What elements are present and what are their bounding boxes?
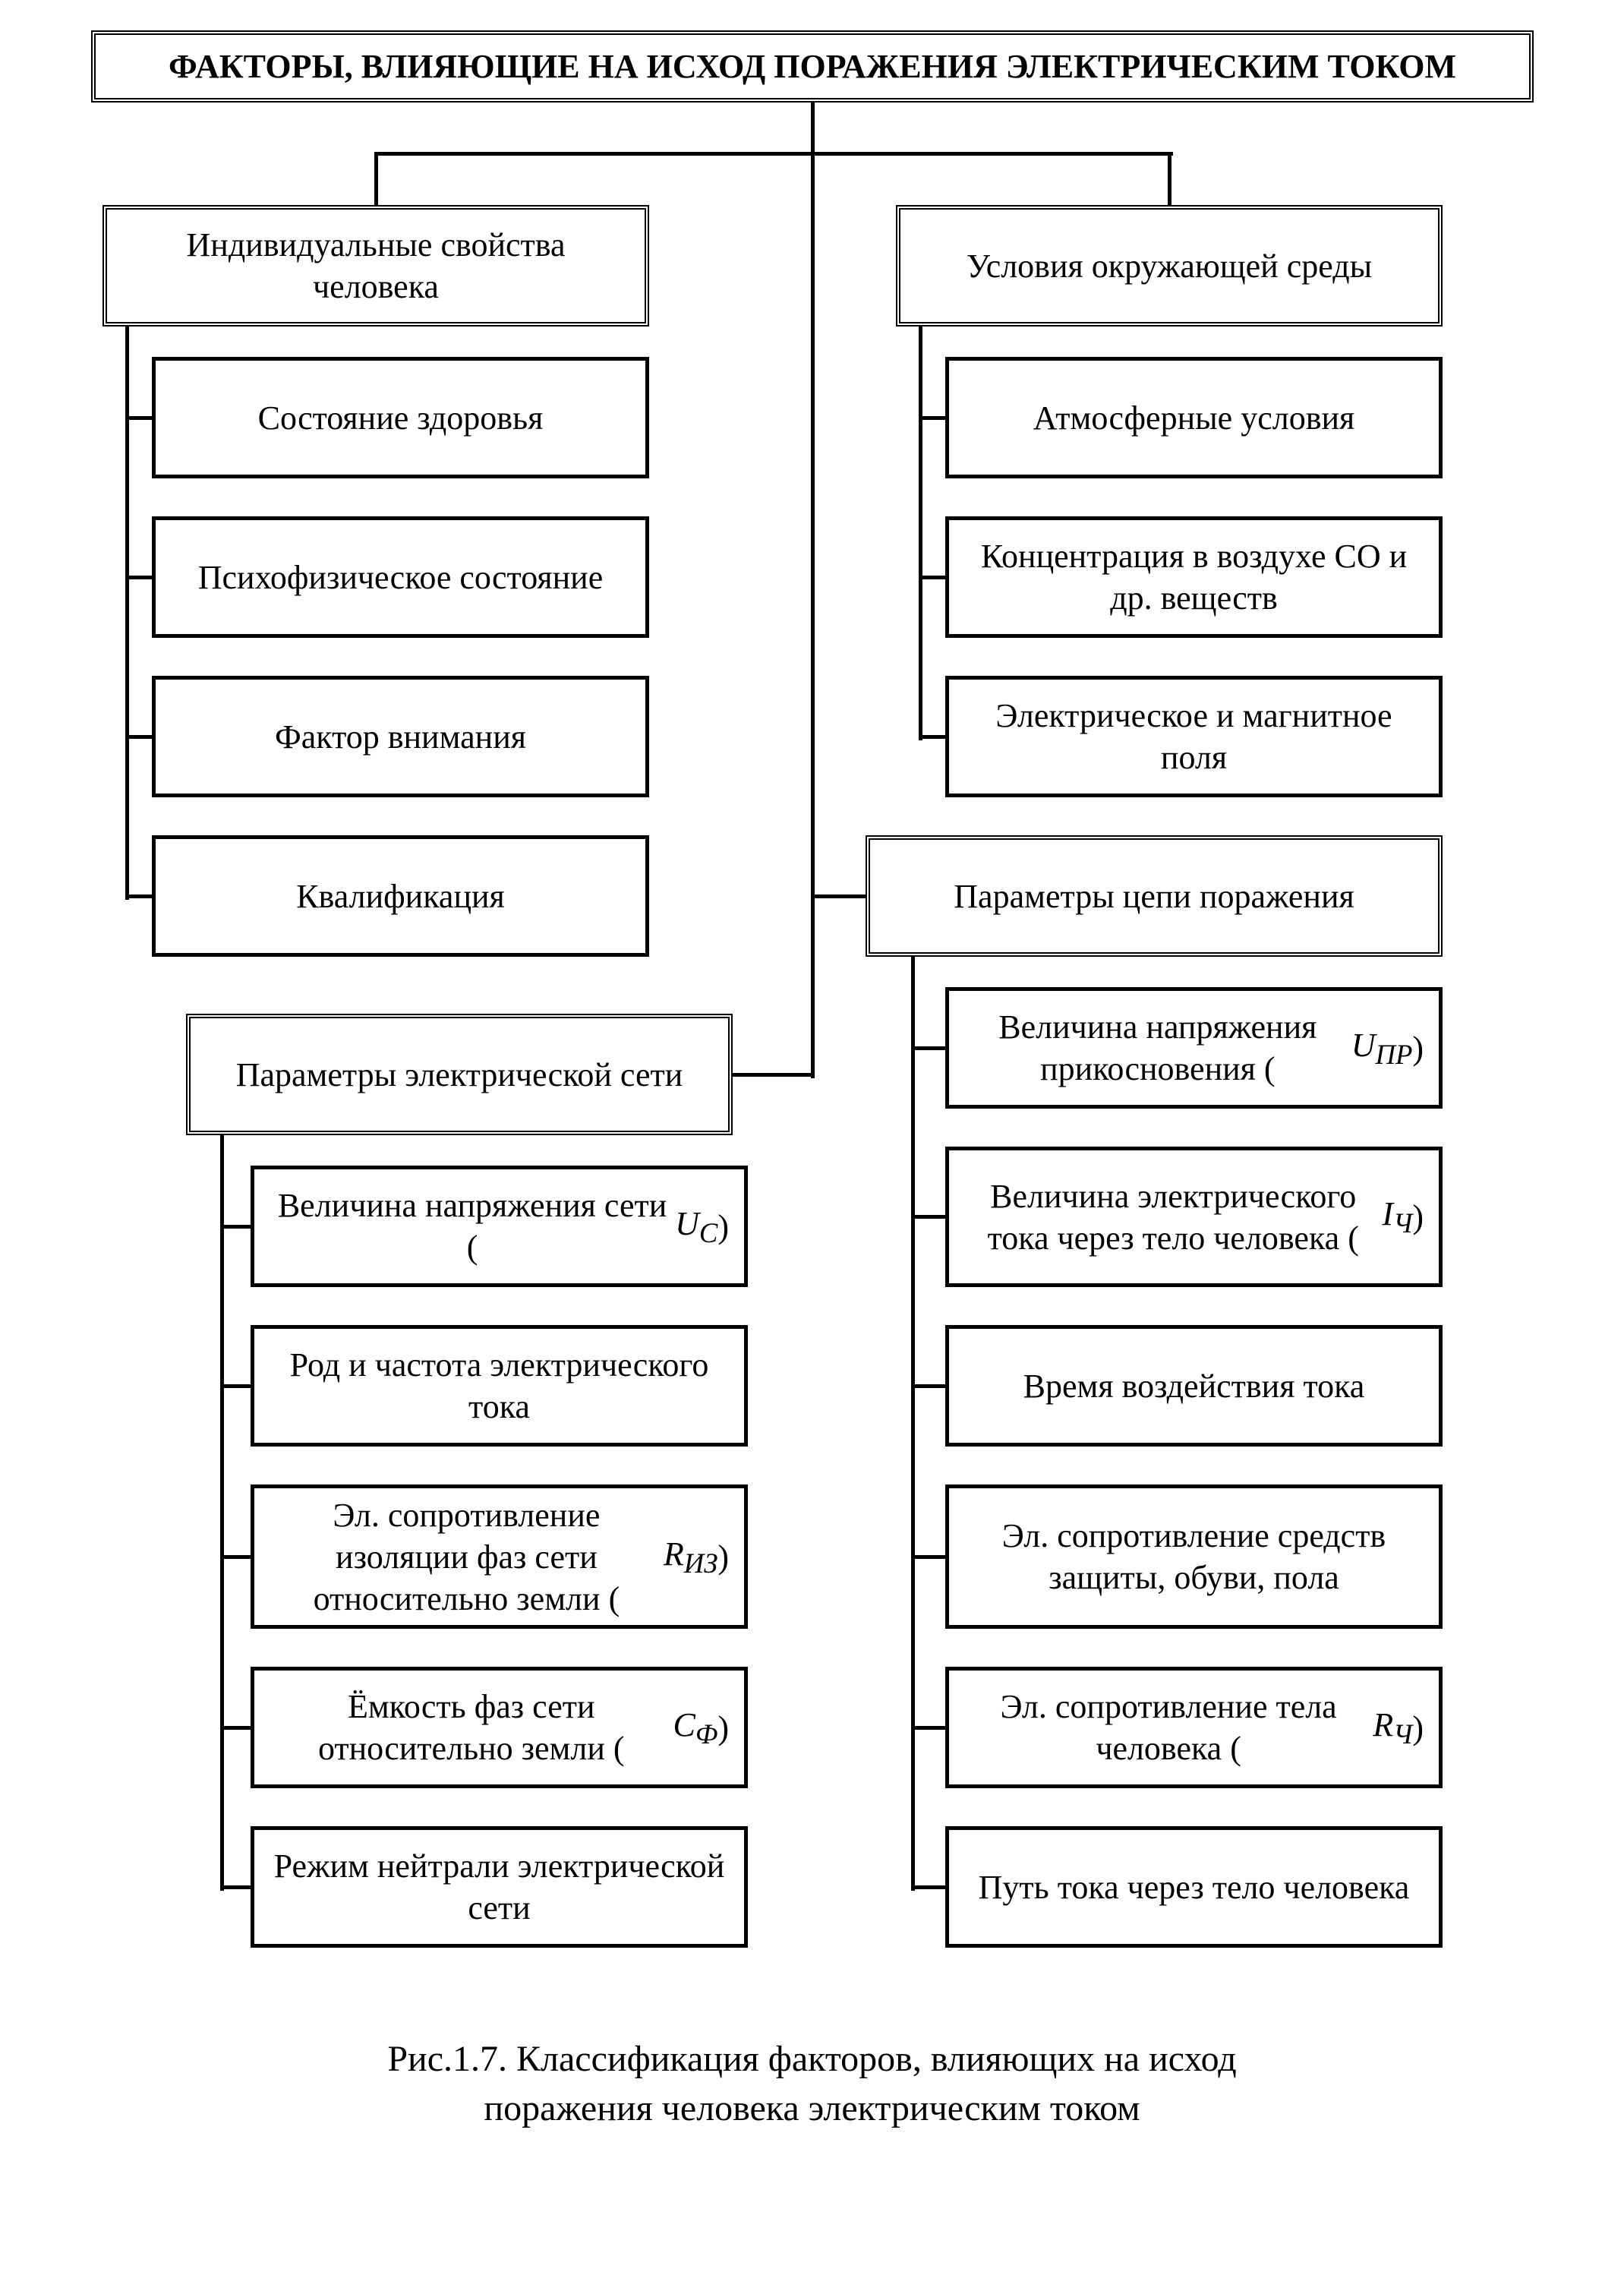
connector <box>911 1555 945 1559</box>
connector <box>811 894 866 898</box>
circuit-item-1: Величина электрического тока через тело … <box>945 1147 1443 1287</box>
individual-item-2: Фактор внимания <box>152 676 649 797</box>
connector <box>919 735 945 739</box>
title-box: ФАКТОРЫ, ВЛИЯЮЩИЕ НА ИСХОД ПОРАЖЕНИЯ ЭЛЕ… <box>91 30 1534 103</box>
connector <box>919 327 922 740</box>
network-item-1: Род и частота электрического тока <box>251 1325 748 1447</box>
circuit-item-0: Величина напряжения прикосновения (UПР) <box>945 987 1443 1109</box>
circuit-item-4: Эл. сопротивление тела человека (RЧ) <box>945 1667 1443 1788</box>
connector <box>125 416 152 420</box>
connector <box>125 735 152 739</box>
connector <box>911 1885 945 1889</box>
network-item-0: Величина напряжения сети (UC) <box>251 1166 748 1287</box>
individual-item-1: Психофизическое состояние <box>152 516 649 638</box>
individual-item-3: Квалификация <box>152 835 649 957</box>
connector <box>220 1135 224 1891</box>
connector <box>1168 152 1171 205</box>
environment-item-0: Атмосферные условия <box>945 357 1443 478</box>
connector <box>911 957 915 1891</box>
connector <box>125 327 129 900</box>
connector <box>374 152 378 205</box>
connector <box>220 1225 251 1229</box>
figure-caption: Рис.1.7. Классификация факторов, влияющи… <box>0 2035 1624 2134</box>
category-environment: Условия окружающей среды <box>896 205 1443 327</box>
connector <box>811 152 815 1078</box>
circuit-item-2: Время воздействия тока <box>945 1325 1443 1447</box>
circuit-item-3: Эл. сопротивление средств защиты, обуви,… <box>945 1484 1443 1629</box>
individual-item-0: Состояние здоровья <box>152 357 649 478</box>
connector <box>911 1046 945 1050</box>
connector <box>376 152 1173 156</box>
network-item-4: Режим нейтрали электрической сети <box>251 1826 748 1948</box>
connector <box>811 103 815 152</box>
network-item-2: Эл. сопротивление изоляции фаз сети отно… <box>251 1484 748 1629</box>
connector <box>220 1384 251 1388</box>
category-individual: Индивидуальные свойства человека <box>102 205 649 327</box>
connector <box>125 894 152 898</box>
connector <box>919 576 945 579</box>
circuit-item-5: Путь тока через тело человека <box>945 1826 1443 1948</box>
category-network: Параметры электрической сети <box>186 1014 733 1135</box>
connector <box>220 1555 251 1559</box>
connector <box>911 1384 945 1388</box>
connector <box>919 416 945 420</box>
connector <box>911 1726 945 1730</box>
connector <box>220 1885 251 1889</box>
network-item-3: Ёмкость фаз сети относительно земли (CФ) <box>251 1667 748 1788</box>
caption-line1: Рис.1.7. Классификация факторов, влияющи… <box>387 2039 1236 2079</box>
caption-line2: поражения человека электрическим током <box>484 2088 1140 2128</box>
environment-item-2: Электрическое и магнитное поля <box>945 676 1443 797</box>
connector <box>125 576 152 579</box>
connector <box>733 1073 815 1077</box>
environment-item-1: Концентрация в воздухе CO и др. веществ <box>945 516 1443 638</box>
connector <box>220 1726 251 1730</box>
category-circuit: Параметры цепи поражения <box>866 835 1443 957</box>
connector <box>911 1215 945 1219</box>
